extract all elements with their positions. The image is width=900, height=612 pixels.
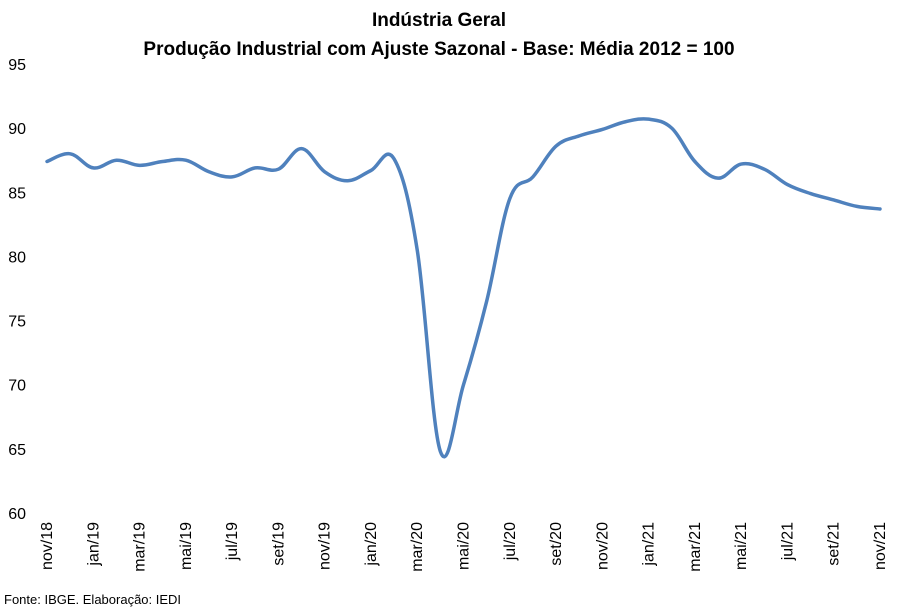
data-point [763, 168, 766, 171]
data-point [300, 147, 303, 150]
y-tick-label: 60 [8, 506, 26, 523]
data-point [115, 159, 118, 162]
x-tick-label: jan/21 [641, 522, 658, 567]
x-tick-label: jul/21 [779, 522, 796, 561]
data-point [369, 169, 372, 172]
data-point [624, 120, 627, 123]
x-tick-label: nov/21 [872, 522, 889, 570]
y-tick-label: 95 [8, 57, 26, 74]
chart-title: Indústria Geral [372, 10, 506, 31]
x-tick-label: nov/18 [39, 522, 56, 570]
data-point [439, 450, 442, 453]
plot-area [45, 117, 882, 459]
data-point [717, 177, 720, 180]
data-point [92, 166, 95, 169]
y-tick-label: 70 [8, 378, 26, 395]
chart-subtitle: Produção Industrial com Ajuste Sazonal -… [143, 39, 734, 60]
x-tick-label: set/21 [826, 522, 843, 566]
data-point [416, 249, 419, 252]
y-tick-label: 90 [8, 121, 26, 138]
data-point [184, 159, 187, 162]
data-point [69, 152, 72, 155]
x-tick-label: set/20 [548, 522, 565, 566]
x-tick-label: mar/21 [687, 522, 704, 572]
x-tick-label: jul/19 [224, 522, 241, 561]
y-tick-label: 80 [8, 249, 26, 266]
x-tick-label: jul/20 [502, 522, 519, 561]
x-tick-label: mar/20 [409, 522, 426, 572]
series-line [45, 117, 882, 459]
data-point [855, 205, 858, 208]
x-tick-label: jan/19 [85, 522, 102, 567]
source-note: Fonte: IBGE. Elaboração: IEDI [4, 592, 182, 607]
data-point [879, 207, 882, 210]
data-point [740, 163, 743, 166]
y-tick-label: 85 [8, 185, 26, 202]
data-point [231, 175, 234, 178]
data-point [647, 118, 650, 121]
data-point [578, 134, 581, 137]
data-point [277, 168, 280, 171]
data-point [809, 192, 812, 195]
data-point [46, 160, 49, 163]
x-tick-label: mai/20 [456, 522, 473, 570]
data-point [786, 183, 789, 186]
data-point [138, 164, 141, 167]
x-tick-label: mar/19 [132, 522, 149, 572]
data-point [323, 170, 326, 173]
data-point [462, 383, 465, 386]
data-point [508, 197, 511, 200]
x-tick-label: jan/20 [363, 522, 380, 567]
x-axis: nov/18 jan/19 mar/19 mai/19 jul/19 set/19 nov/… [39, 522, 889, 572]
data-point [832, 198, 835, 201]
data-point [555, 145, 558, 148]
data-point [393, 157, 396, 160]
x-tick-label: nov/20 [594, 522, 611, 570]
data-point [346, 179, 349, 182]
data-point [254, 166, 257, 169]
data-point [485, 300, 488, 303]
x-tick-label: nov/19 [317, 522, 334, 570]
y-tick-label: 65 [8, 442, 26, 459]
data-point [670, 127, 673, 130]
data-point [207, 170, 210, 173]
y-axis: 60 65 70 75 80 85 90 95 [8, 57, 26, 523]
x-tick-label: mai/19 [178, 522, 195, 570]
data-point [601, 128, 604, 131]
data-point [693, 160, 696, 163]
x-tick-label: mai/21 [733, 522, 750, 570]
data-point [161, 160, 164, 163]
x-tick-label: set/19 [270, 522, 287, 566]
y-tick-label: 75 [8, 314, 26, 331]
data-point [531, 175, 534, 178]
